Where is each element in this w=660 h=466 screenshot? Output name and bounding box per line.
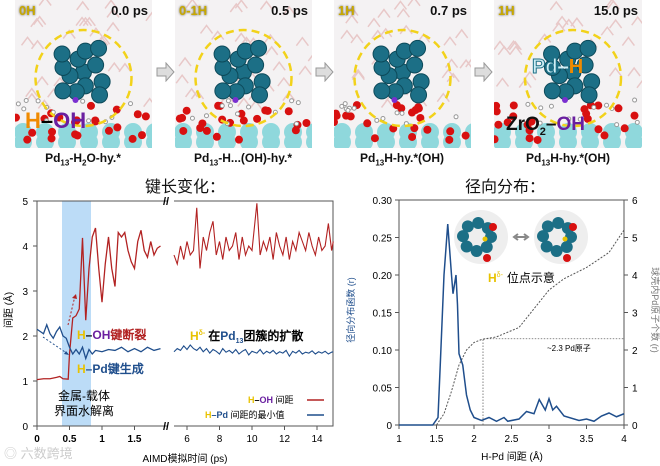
form-arrow: [42, 336, 69, 355]
hoh-break-annotation: H–OH键断裂: [77, 327, 146, 342]
inset-clusters: [454, 210, 588, 264]
x-tick-label: 1: [99, 434, 105, 445]
y-tick-label: 2: [22, 332, 28, 343]
series-line-h-oh-late: [173, 203, 334, 269]
y-tick-label: 0.10: [373, 346, 393, 357]
h-oh-overlay: H–OH: [25, 108, 87, 133]
y-right-tick-label: 3: [632, 309, 638, 320]
y-right-tick-label: 6: [632, 196, 638, 207]
axis-break-bottom: //: [163, 421, 169, 433]
double-arrow-icon: [512, 233, 530, 241]
rdf-chart-title: 径向分布：: [465, 179, 546, 196]
hpd-form-annotation: H–Pd键生成: [77, 361, 144, 376]
snapshot-panel-1: 0H 0.0 ps H–OH: [15, 0, 152, 148]
time-label: 0.7 ps: [430, 3, 467, 18]
arrow-right-icon: [156, 62, 175, 82]
pd-h-overlay: Pd–H: [532, 56, 584, 79]
x-tick-label: 12: [279, 434, 291, 445]
x-axis-label: AIMD模拟时间 (ps): [143, 452, 228, 465]
y-right-tick-label: 5: [632, 234, 638, 245]
x-tick-label: 4: [621, 434, 627, 445]
axis-break-top: //: [163, 196, 169, 208]
x-tick-label: 1.5: [128, 434, 142, 445]
x-tick-label: 1: [396, 434, 402, 445]
y-tick-label: 4: [22, 242, 28, 253]
series-line-h-oh-early: [36, 227, 161, 381]
x-tick-label: 2: [471, 434, 477, 445]
marker-lines: [482, 338, 624, 425]
interface-annotation-2: 界面水解离: [54, 403, 114, 418]
break-arrow: [67, 295, 76, 326]
zro2-oh-overlay: ZrO2–OH: [506, 114, 585, 138]
y-tick-label: 0.05: [373, 384, 393, 395]
interface-annotation-1: 金属-载体: [58, 388, 110, 403]
y-tick-label: 0: [22, 422, 28, 433]
y-tick-label: 0.25: [373, 234, 393, 245]
x-tick-label: 3.5: [580, 434, 594, 445]
snapshot-caption-2: Pd13-H...(OH)-hy.*: [193, 151, 293, 168]
arrow-right-icon: [474, 62, 493, 82]
bond-length-chart-title: 键长变化：: [145, 179, 226, 196]
y-right-tick-label: 4: [632, 271, 638, 282]
x-tick-label: 0: [34, 434, 40, 445]
diffusion-annotation: Hδ- 在Pd13团簇的扩散: [190, 328, 304, 345]
x-tick-label: 1.5: [430, 434, 444, 445]
x-axis-label: H-Pd 间距 (Å): [481, 450, 543, 463]
time-label: 15.0 ps: [593, 3, 638, 18]
y-tick-label: 0.30: [373, 196, 393, 207]
series-line-h-pd-early: [36, 322, 161, 361]
x-tick-label: 0.5: [63, 434, 77, 445]
legend: H–OH 间距 H–Pd 间距的最小值: [205, 394, 324, 420]
x-tick-label: 6: [184, 434, 190, 445]
hydrogen-count-tag: 1H: [338, 3, 355, 18]
inset-label: Hδ- 位点示意: [488, 270, 555, 285]
rdf-line: [399, 223, 625, 426]
x-tick-label: 8: [217, 434, 223, 445]
y-right-tick-label: 2: [632, 346, 638, 357]
arrow-right-icon: [315, 62, 334, 82]
y-right-tick-label: 1: [632, 384, 638, 395]
y-tick-label: 0: [386, 421, 392, 432]
pd-count-annotation: ~2.3 Pd原子: [547, 344, 591, 353]
time-label: 0.0 ps: [111, 3, 148, 18]
coordination-number-line: [436, 229, 625, 426]
x-tick-label: 3: [546, 434, 552, 445]
y-axis-label-right: 球壳内Pd原子个数 (r): [650, 267, 660, 353]
y-axis-label-left: 径向分布函数 (r): [345, 277, 356, 343]
svg-text:H–Pd 间距的最小值: H–Pd 间距的最小值: [205, 409, 285, 420]
time-label: 0.5 ps: [271, 3, 308, 18]
snapshot-caption-3: Pd13H-hy.*(OH): [359, 151, 445, 168]
snapshot-caption-4: Pd13H-hy.*(OH): [525, 151, 611, 168]
svg-text:H–OH 间距: H–OH 间距: [248, 394, 294, 405]
x-tick-label: 2.5: [505, 434, 519, 445]
y-tick-label: 5: [22, 197, 28, 208]
watermark: ◎ 六数跨境: [4, 446, 73, 461]
hydrogen-count-tag: 0-1H: [179, 3, 208, 18]
y-tick-label: 1: [22, 377, 28, 388]
y-right-tick-label: 0: [632, 421, 638, 432]
x-tick-label: 10: [246, 434, 258, 445]
y-tick-label: 0.15: [373, 309, 393, 320]
y-tick-label: 3: [22, 287, 28, 298]
y-tick-label: 0.20: [373, 271, 393, 282]
snapshot-panel-3: 1H 0.7 ps: [334, 0, 471, 148]
series-line-h-pd-late: [173, 344, 334, 358]
hydrogen-count-tag: 0H: [19, 3, 36, 18]
snapshot-panel-2: 0-1H 0.5 ps: [175, 0, 312, 148]
y-axis-label: 间距 (Å): [2, 292, 15, 328]
hydrogen-count-tag: 1H: [498, 3, 515, 18]
snapshot-panel-4: 1H 15.0 ps Pd–H ZrO2–OH: [494, 0, 642, 148]
snapshot-caption-1: Pd13-H2O-hy.*: [45, 151, 121, 168]
x-tick-label: 14: [311, 434, 323, 445]
